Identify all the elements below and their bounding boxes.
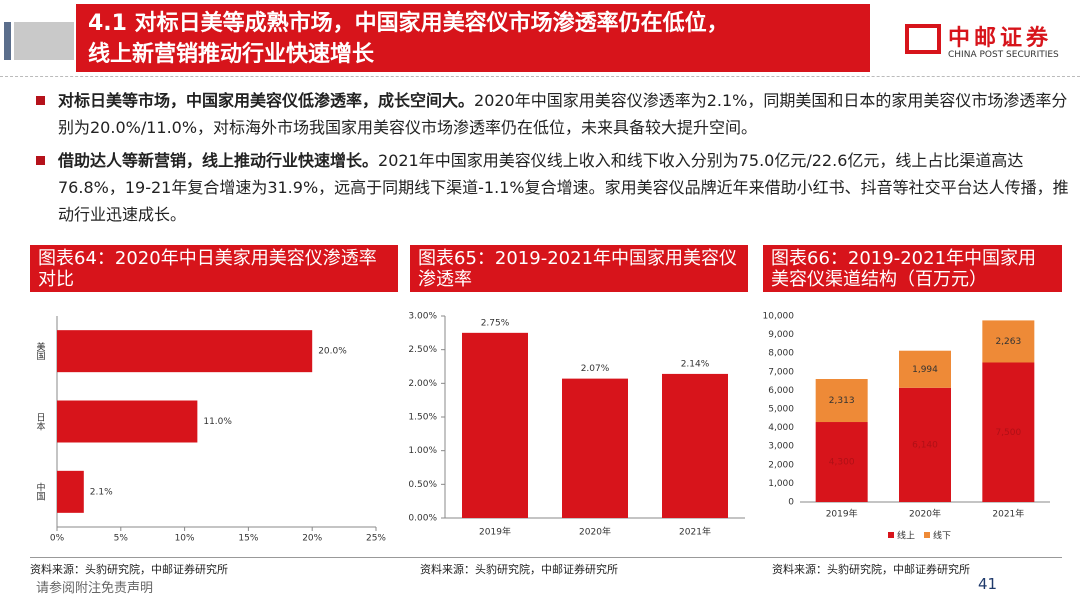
bullet-bold: 对标日美等市场，中国家用美容仪低渗透率，成长空间大。 — [58, 91, 475, 110]
bullet: 借助达人等新营销，线上推动行业快速增长。2021年中国家用美容仪线上收入和线下收… — [36, 147, 1078, 228]
bar-segment — [982, 320, 1035, 363]
title: 线上新营销推动行业快速增长 — [88, 42, 375, 67]
x-tick-label: 2020年 — [909, 508, 941, 520]
page-number: 41 — [978, 575, 998, 593]
legend-swatch — [888, 532, 894, 538]
source: 资料来源：头豹研究院，中邮证券研究所 — [772, 563, 970, 576]
logo-text: 中邮证券 — [948, 26, 1053, 51]
source: 资料来源：头豹研究院，中邮证券研究所 — [420, 563, 618, 576]
separator — [0, 76, 1080, 77]
bullet: 对标日美等市场，中国家用美容仪低渗透率，成长空间大。2020年中国家用美容仪渗透… — [36, 87, 1078, 141]
y-tick-label: 4,000 — [768, 423, 794, 433]
bar-segment — [899, 350, 951, 388]
legend-label: 线上 — [897, 530, 915, 542]
bar — [662, 373, 728, 518]
y-tick-label: 2,000 — [768, 460, 794, 470]
value-label: 2.07% — [581, 364, 610, 374]
y-tick-label: 7,000 — [768, 367, 794, 377]
x-tick-label: 2021年 — [992, 508, 1024, 520]
chart-title: 图表64：2020年中日美家用美容仪渗透率对比 — [30, 245, 398, 292]
x-tick-label: 2019年 — [826, 508, 858, 520]
value-label: 20.0% — [318, 347, 347, 357]
title-bar: 4.1 对标日美等成熟市场，中国家用美容仪市场渗透率仍在低位， 线上新营销推动行… — [76, 4, 870, 72]
x-tick-label: 25% — [366, 534, 386, 544]
bullet-text: 2020年中国家用美容仪渗透率为2.1%，同期美国和日本的家用美容仪市场渗透率分… — [58, 91, 1068, 137]
source: 资料来源：头豹研究院，中邮证券研究所 — [30, 563, 228, 576]
value-label: 2,313 — [829, 396, 855, 406]
y-tick-label: 0.50% — [408, 480, 437, 490]
bullet-text: 2021年中国家用美容仪线上收入和线下收入分别为75.0亿元/22.6亿元，线上… — [58, 151, 1069, 224]
x-tick-label: 15% — [238, 534, 258, 544]
value-label: 11.0% — [203, 417, 232, 427]
legend-swatch — [924, 532, 930, 538]
value-label: 2.75% — [481, 318, 510, 328]
y-tick-label: 0.00% — [408, 514, 437, 524]
value-label: 2.14% — [681, 359, 710, 369]
bullet-bold: 借助达人等新营销，线上推动行业快速增长。 — [58, 151, 379, 170]
chart-title: 图表65：2019-2021年中国家用美容仪渗透率 — [410, 245, 748, 292]
chart-title: 图表66：2019-2021年中国家用美容仪渠道结构（百万元） — [763, 245, 1062, 292]
x-tick-label: 5% — [114, 534, 129, 544]
rule — [30, 557, 1062, 558]
y-tick-label: 8,000 — [768, 349, 794, 359]
bar-segment — [899, 387, 951, 502]
bar-segment — [815, 378, 868, 423]
bar-segment — [815, 422, 868, 502]
accent — [4, 22, 11, 60]
bar — [57, 400, 198, 443]
value-label: 6,140 — [912, 440, 938, 450]
accent — [14, 22, 74, 60]
x-tick-label: 10% — [175, 534, 195, 544]
y-tick-label: 0 — [788, 498, 794, 508]
value-label: 2,263 — [995, 337, 1021, 347]
x-tick-label: 2021年 — [679, 526, 711, 538]
y-tick-label: 3.00% — [408, 312, 437, 322]
x-tick-label: 2019年 — [479, 526, 511, 538]
y-tick-label: 2.50% — [408, 345, 437, 355]
y-tick-label: 美国 — [35, 341, 46, 361]
x-tick-label: 0% — [50, 534, 65, 544]
y-tick-label: 10,000 — [763, 312, 795, 322]
value-label: 7,500 — [995, 428, 1021, 438]
y-tick-label: 中国 — [35, 482, 46, 502]
bar — [57, 470, 84, 513]
value-label: 1,994 — [912, 365, 938, 375]
y-tick-label: 1,000 — [768, 479, 794, 489]
y-tick-label: 日本 — [35, 412, 46, 431]
x-tick-label: 20% — [302, 534, 322, 544]
title: 4.1 对标日美等成熟市场，中国家用美容仪市场渗透率仍在低位， — [88, 11, 729, 36]
y-tick-label: 1.50% — [408, 413, 437, 423]
logo-text: CHINA POST SECURITIES — [948, 50, 1059, 60]
logo-icon — [905, 24, 941, 54]
y-tick-label: 5,000 — [768, 405, 794, 415]
bar — [562, 378, 628, 518]
y-tick-label: 9,000 — [768, 330, 794, 340]
y-tick-label: 6,000 — [768, 386, 794, 396]
x-tick-label: 2020年 — [579, 526, 611, 538]
disclaimer: 请参阅附注免责声明 — [36, 581, 154, 596]
y-tick-label: 3,000 — [768, 442, 794, 452]
bar — [57, 330, 313, 373]
y-tick-label: 2.00% — [408, 379, 437, 389]
bar-segment — [982, 362, 1035, 502]
value-label: 2.1% — [90, 487, 113, 497]
y-tick-label: 1.00% — [408, 446, 437, 456]
legend-label: 线下 — [933, 530, 951, 542]
value-label: 4,300 — [829, 458, 855, 468]
bar — [462, 332, 528, 518]
